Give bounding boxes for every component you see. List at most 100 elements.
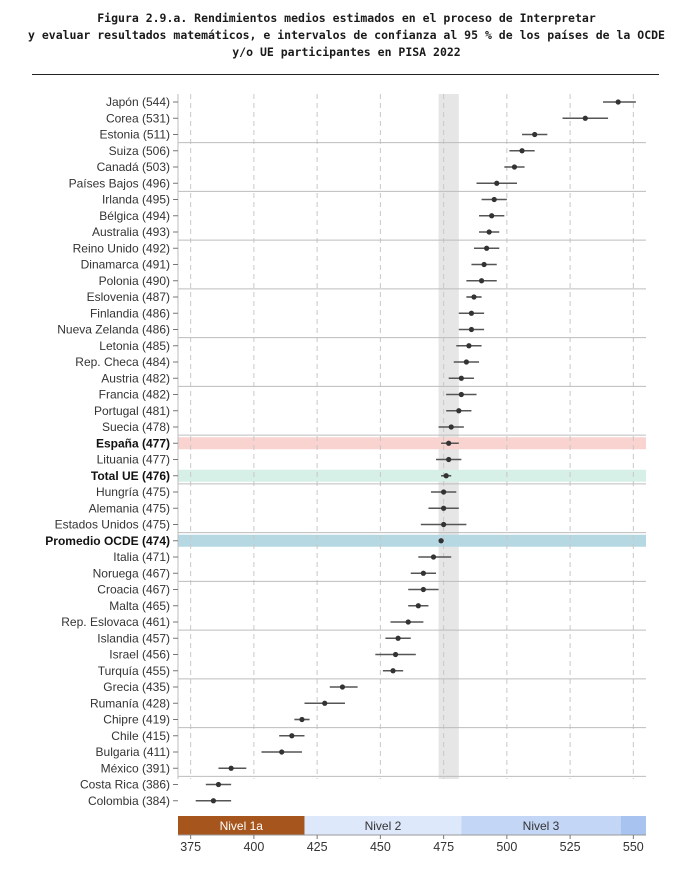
point-marker	[395, 635, 401, 641]
level-label: Nivel 3	[523, 819, 560, 833]
highlight-band-spain	[178, 437, 646, 450]
category-label: Nueva Zelanda (486)	[57, 323, 170, 337]
category-label: España (477)	[96, 436, 170, 450]
x-tick-label: 450	[370, 840, 391, 854]
highlight-bands-layer	[178, 94, 646, 779]
x-tick-label: 550	[623, 840, 644, 854]
point-marker	[582, 115, 588, 121]
category-label: Rumanía (428)	[90, 696, 170, 710]
point-marker	[420, 586, 426, 593]
point-marker	[228, 765, 234, 771]
category-label: Polonia (490)	[99, 274, 170, 288]
point-marker	[519, 148, 525, 154]
category-label: Austria (482)	[101, 371, 170, 385]
level-label: Nivel 2	[365, 819, 402, 833]
point-marker	[471, 294, 477, 300]
category-label: Bulgaria (411)	[96, 745, 170, 759]
category-label: Promedio OCDE (474)	[45, 534, 170, 548]
point-marker	[392, 651, 399, 658]
category-label: Suiza (506)	[109, 144, 170, 158]
point-marker	[491, 196, 497, 203]
point-marker	[420, 570, 426, 576]
point-marker	[481, 261, 487, 268]
category-label: Chile (415)	[111, 729, 170, 743]
category-label: Total UE (476)	[91, 469, 170, 483]
point-marker	[466, 343, 472, 349]
point-marker	[448, 424, 454, 430]
point-marker	[415, 603, 421, 609]
figure-title-line-2: y evaluar resultados matemáticos, e inte…	[28, 28, 665, 42]
point-marker	[468, 326, 475, 333]
group-separators-layer	[177, 94, 646, 826]
category-label: Países Bajos (496)	[69, 176, 170, 190]
proficiency-levels-layer: Nivel 1a Nivel 2 Nivel 3	[178, 816, 646, 835]
category-label: Noruega (467)	[93, 566, 170, 580]
point-marker	[339, 684, 346, 690]
category-label: Estonia (511)	[100, 128, 170, 142]
point-marker	[446, 456, 452, 463]
x-axis-layer: 375 400 425 450 475 500 525 550	[178, 834, 646, 854]
point-marker	[511, 164, 518, 170]
gridlines-layer	[190, 94, 634, 779]
point-marker	[215, 781, 222, 788]
point-marker	[322, 700, 328, 706]
point-marker	[279, 749, 285, 755]
point-marker	[443, 473, 449, 479]
points-layer	[195, 99, 636, 804]
level-segment	[304, 816, 462, 835]
category-label: Australia (493)	[92, 225, 170, 239]
reference-band	[438, 94, 459, 779]
point-marker	[478, 278, 485, 284]
point-marker	[430, 554, 437, 560]
point-marker	[468, 310, 475, 316]
x-tick-label: 425	[307, 840, 328, 854]
figure-title-line-3: y/o UE participantes en PISA 2022	[232, 45, 461, 59]
category-label: Hungría (475)	[96, 485, 170, 499]
level-segment	[178, 816, 305, 835]
category-label: Grecia (435)	[103, 680, 170, 694]
point-marker	[484, 245, 490, 251]
category-label: Finlandia (486)	[90, 306, 170, 320]
category-label: Portugal (481)	[94, 404, 170, 418]
point-marker	[463, 359, 469, 365]
category-label: Chipre (419)	[103, 713, 170, 727]
point-marker	[486, 229, 492, 235]
x-tick-label: 375	[180, 840, 201, 854]
category-label: Corea (531)	[106, 111, 170, 125]
point-marker	[299, 716, 305, 723]
category-label: Italia (471)	[113, 550, 170, 564]
category-label: Suecia (478)	[102, 420, 170, 434]
x-tick-label: 400	[243, 840, 264, 854]
category-label: Letonia (485)	[99, 339, 170, 353]
point-marker	[615, 99, 621, 105]
category-label: Bélgica (494)	[99, 209, 170, 223]
x-tick-label: 500	[496, 840, 517, 854]
category-label: México (391)	[101, 761, 170, 775]
category-label: Francia (482)	[99, 388, 170, 402]
category-label: Rep. Eslovaca (461)	[61, 615, 170, 629]
category-label: Israel (456)	[109, 648, 170, 662]
point-marker	[441, 505, 447, 511]
category-label: Reino Unido (492)	[73, 241, 170, 255]
point-marker	[458, 375, 464, 381]
point-marker	[441, 521, 447, 528]
category-label: Estados Unidos (475)	[55, 518, 170, 532]
level-label: Nivel 1a	[220, 819, 264, 833]
point-marker	[441, 489, 447, 495]
point-marker	[405, 619, 411, 625]
category-label: Islandia (457)	[97, 631, 170, 645]
category-labels-layer: Japón (544) Corea (531) Estonia (511) Suiza…	[45, 95, 178, 808]
point-marker	[289, 733, 295, 739]
title-divider	[32, 74, 659, 75]
point-marker	[438, 538, 444, 544]
figure-title-line-1: Figura 2.9.a. Rendimientos medios estima…	[97, 11, 596, 25]
category-label: Rep. Checa (484)	[75, 355, 170, 369]
level-segment	[461, 816, 621, 835]
point-marker	[494, 180, 500, 186]
point-marker	[532, 131, 538, 138]
highlight-band-eu	[178, 469, 646, 482]
x-tick-label: 525	[560, 840, 581, 854]
point-marker	[446, 440, 452, 446]
point-marker	[489, 213, 495, 219]
